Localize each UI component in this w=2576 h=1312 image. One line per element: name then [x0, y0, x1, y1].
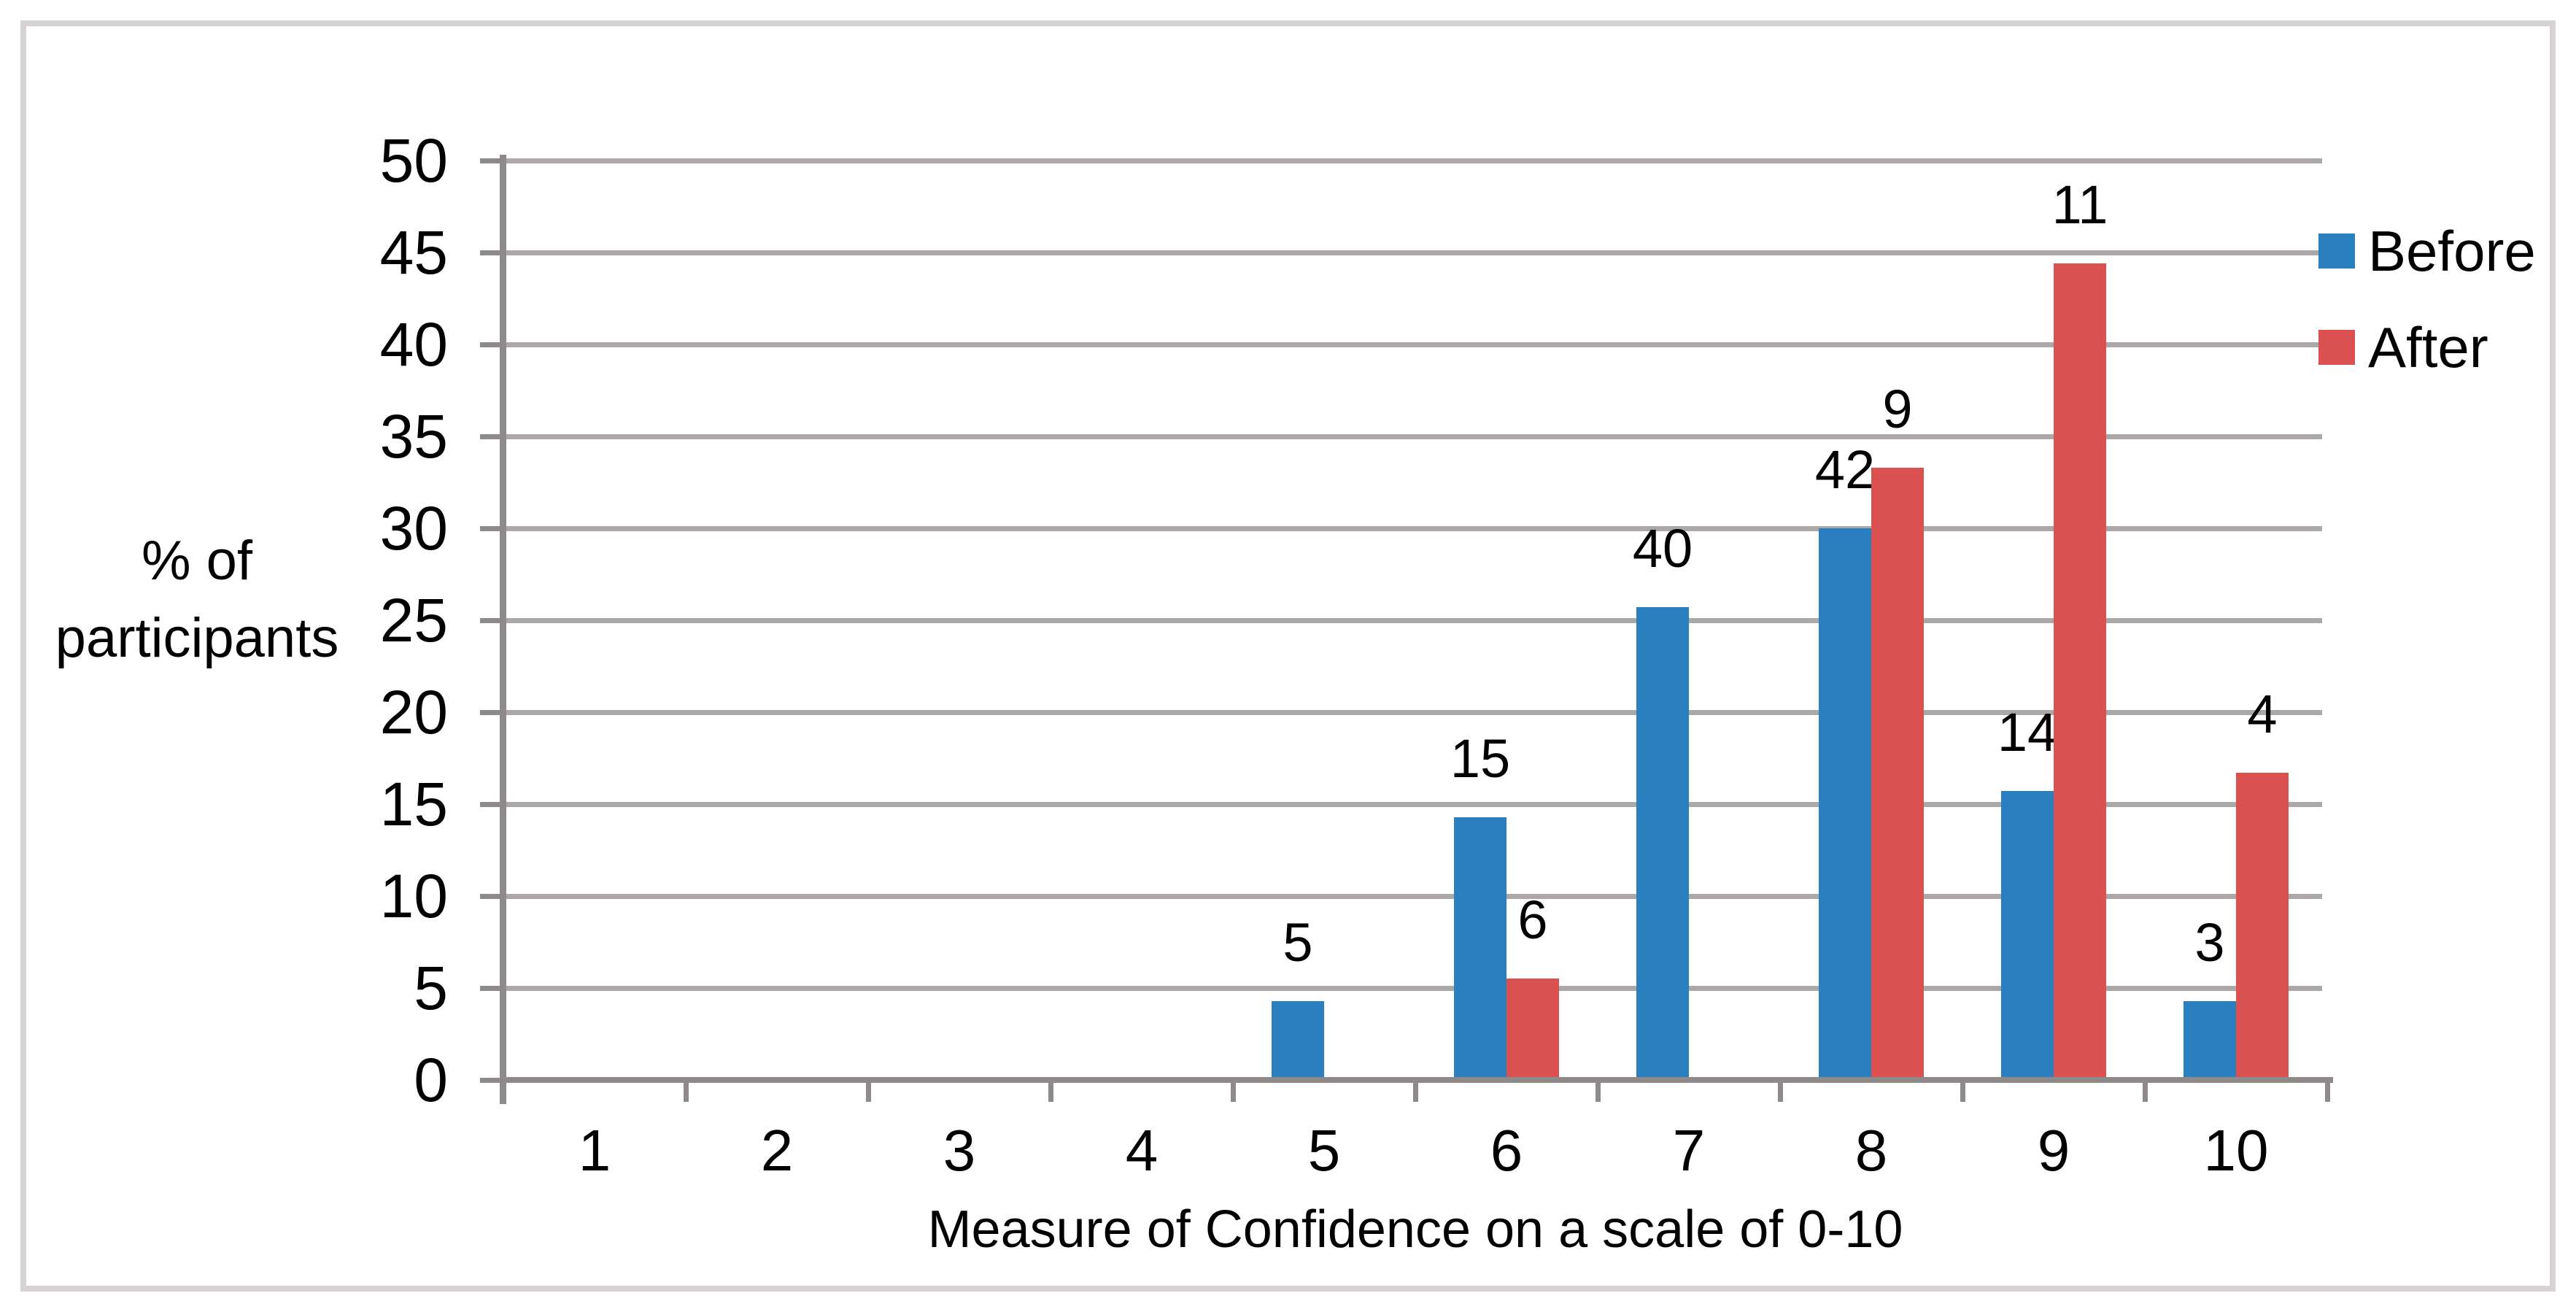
y-tick-5 — [480, 986, 500, 991]
data-label-after-cat6: 6 — [1517, 890, 1548, 951]
y-tick-35 — [480, 434, 500, 439]
x-tick-5 — [1413, 1081, 1418, 1102]
data-label-after-cat9: 11 — [2051, 174, 2108, 236]
bar-after-cat9 — [2054, 263, 2106, 1080]
x-tick-6 — [1596, 1081, 1601, 1102]
y-tick-0 — [480, 1078, 500, 1083]
gridline-y50 — [503, 158, 2322, 163]
x-tick-label-2: 2 — [760, 1118, 794, 1183]
x-tick-10 — [2325, 1081, 2330, 1102]
y-tick-label-30: 30 — [379, 494, 448, 563]
gridline-y45 — [503, 250, 2322, 255]
x-tick-7 — [1778, 1081, 1783, 1102]
bar-after-cat10 — [2236, 773, 2289, 1080]
gridline-y15 — [503, 802, 2322, 807]
data-label-after-cat8: 9 — [1882, 378, 1913, 439]
y-tick-15 — [480, 802, 500, 807]
legend-swatch-before — [2318, 234, 2355, 269]
x-tick-label-7: 7 — [1672, 1118, 1706, 1183]
data-label-before-cat6: 15 — [1450, 728, 1511, 789]
y-tick-25 — [480, 618, 500, 623]
x-tick-8 — [1960, 1081, 1965, 1102]
bar-before-cat7 — [1636, 607, 1689, 1080]
y-tick-label-20: 20 — [379, 678, 448, 746]
legend-label-after: After — [2368, 315, 2488, 379]
bar-before-cat8 — [1819, 528, 1871, 1080]
gridline-y10 — [503, 894, 2322, 899]
data-label-after-cat10: 4 — [2247, 684, 2278, 745]
y-tick-label-45: 45 — [379, 218, 448, 287]
gridline-y30 — [503, 526, 2322, 531]
y-tick-label-35: 35 — [379, 402, 448, 471]
y-axis-title: % of participants — [29, 522, 365, 677]
data-label-before-cat8: 42 — [1814, 439, 1876, 500]
y-tick-label-15: 15 — [379, 770, 448, 838]
y-tick-label-50: 50 — [379, 126, 448, 195]
x-tick-3 — [1048, 1081, 1053, 1102]
x-tick-4 — [1231, 1081, 1236, 1102]
x-tick-label-6: 6 — [1490, 1118, 1523, 1183]
x-tick-label-9: 9 — [2037, 1118, 2070, 1183]
y-tick-30 — [480, 526, 500, 531]
x-tick-label-10: 10 — [2203, 1118, 2269, 1183]
x-axis-line — [500, 1077, 2333, 1083]
y-axis-line — [500, 155, 506, 1104]
bar-before-cat10 — [2184, 1000, 2236, 1080]
bar-before-cat5 — [1272, 1000, 1324, 1080]
y-axis-title-line2: participants — [55, 607, 339, 669]
x-tick-1 — [684, 1081, 689, 1102]
bar-before-cat9 — [2001, 791, 2054, 1080]
data-label-before-cat9: 14 — [1997, 702, 2058, 763]
y-tick-45 — [480, 250, 500, 255]
y-tick-label-25: 25 — [379, 586, 448, 655]
gridline-y20 — [503, 710, 2322, 715]
x-axis-title: Measure of Confidence on a scale of 0-10 — [927, 1200, 1903, 1259]
y-tick-label-0: 0 — [414, 1046, 448, 1114]
y-axis-title-line1: % of — [141, 530, 253, 592]
x-tick-label-3: 3 — [943, 1118, 976, 1183]
data-label-before-cat7: 40 — [1632, 518, 1693, 579]
x-tick-label-1: 1 — [578, 1118, 611, 1183]
x-tick-2 — [866, 1081, 871, 1102]
gridline-y5 — [503, 986, 2322, 991]
x-tick-label-5: 5 — [1307, 1118, 1341, 1183]
data-label-before-cat10: 3 — [2194, 911, 2225, 973]
gridline-y40 — [503, 342, 2322, 347]
gridline-y35 — [503, 434, 2322, 439]
bar-after-cat6 — [1506, 979, 1559, 1080]
data-label-before-cat5: 5 — [1283, 911, 1313, 973]
legend-label-before: Before — [2368, 219, 2536, 283]
y-tick-50 — [480, 158, 500, 163]
x-tick-label-8: 8 — [1854, 1118, 1888, 1183]
gridline-y25 — [503, 618, 2322, 623]
y-tick-label-40: 40 — [379, 310, 448, 379]
legend-swatch-after — [2318, 330, 2355, 365]
x-tick-9 — [2143, 1081, 2148, 1102]
y-tick-label-10: 10 — [379, 862, 448, 930]
x-tick-label-4: 4 — [1125, 1118, 1159, 1183]
y-tick-40 — [480, 342, 500, 347]
y-tick-label-5: 5 — [414, 954, 448, 1022]
y-tick-10 — [480, 894, 500, 899]
bar-after-cat8 — [1871, 467, 1924, 1080]
y-tick-20 — [480, 710, 500, 715]
bar-before-cat6 — [1454, 817, 1506, 1080]
